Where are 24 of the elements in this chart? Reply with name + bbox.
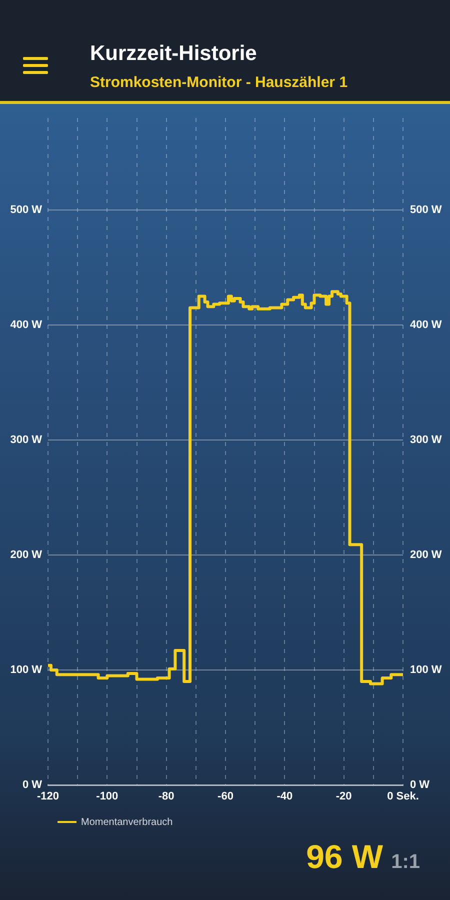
chart-title: Kurzzeit-Historie bbox=[90, 41, 257, 67]
y-tick-label: 400 W bbox=[10, 319, 43, 332]
x-tick-label: -80 bbox=[158, 790, 174, 803]
x-tick-label: -20 bbox=[336, 790, 352, 803]
x-tick-label: 0 Sek. bbox=[387, 790, 419, 803]
y-tick-label: 100 W bbox=[10, 664, 43, 676]
y2-tick-label: 100 W bbox=[410, 664, 442, 676]
y2-tick-label: 200 W bbox=[410, 549, 442, 562]
chart-subtitle: Stromkosten-Monitor - Hauszähler 1 bbox=[90, 73, 348, 92]
legend-label: Momentanverbrauch bbox=[81, 816, 173, 828]
x-tick-label: -40 bbox=[276, 790, 293, 803]
y-tick-label: 0 W bbox=[22, 779, 43, 792]
text: 96 W bbox=[306, 838, 384, 876]
y-tick-label: 300 W bbox=[10, 434, 43, 446]
x-tick-label: -100 bbox=[96, 790, 118, 803]
y2-tick-label: 400 W bbox=[410, 319, 442, 332]
y2-tick-label: 0 W bbox=[410, 779, 430, 792]
y2-tick-label: 300 W bbox=[410, 434, 442, 446]
y-tick-label: 200 W bbox=[10, 549, 43, 562]
x-tick-label: -120 bbox=[36, 790, 60, 803]
text: 1:1 bbox=[391, 851, 420, 874]
x-tick-label: -60 bbox=[218, 790, 234, 803]
y2-tick-label: 500 W bbox=[410, 204, 442, 216]
y-tick-label: 500 W bbox=[10, 204, 43, 216]
